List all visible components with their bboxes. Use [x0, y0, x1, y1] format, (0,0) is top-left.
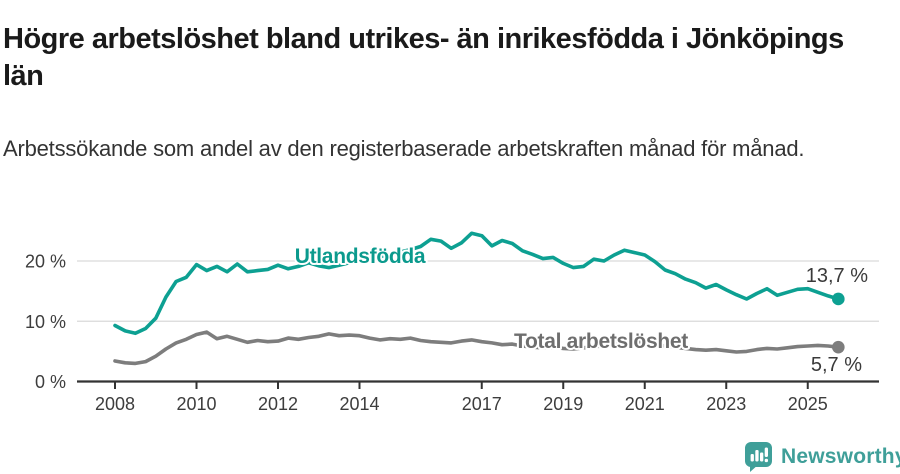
x-axis-tick-label: 2019 — [543, 394, 583, 414]
x-axis-tick-label: 2010 — [176, 394, 216, 414]
newsworthy-logo-text: Newsworthy — [781, 445, 900, 468]
series-line-total — [113, 330, 841, 366]
x-axis-tick-label: 2017 — [462, 394, 502, 414]
x-axis-tick-label: 2023 — [706, 394, 746, 414]
chart-subtitle: Arbetssökande som andel av den registerb… — [3, 136, 805, 161]
x-axis-tick-label: 2008 — [95, 394, 135, 414]
series-end-dot — [832, 292, 845, 306]
newsworthy-bubble-chart-icon — [745, 442, 772, 472]
series-end-dot — [832, 340, 845, 354]
series-end-value-label: 5,7 % — [811, 354, 862, 376]
x-axis — [77, 380, 879, 389]
x-axis-tick-label: 2012 — [258, 394, 298, 414]
series-inline-label: Total arbetslöshet — [514, 330, 688, 353]
chart-labels: 0 % 10 % 20 % 2008 2010 2012 2014 2017 2019 2021 2… — [25, 243, 868, 414]
y-axis-tick-label: 0 % — [35, 372, 66, 392]
gridlines — [77, 260, 879, 322]
x-axis-tick-label: 2014 — [339, 394, 379, 414]
series-lines — [113, 231, 845, 366]
newsworthy-logo[interactable]: Newsworthy — [744, 441, 900, 473]
line-chart: 0 % 10 % 20 % 2008 2010 2012 2014 2017 2019 2021 2… — [25, 231, 879, 414]
x-axis-tick-label: 2021 — [625, 394, 665, 414]
x-axis-tick-label: 2025 — [788, 394, 828, 414]
series-inline-label: Utlandsfödda — [295, 245, 426, 268]
y-axis-tick-label: 10 % — [25, 312, 66, 332]
page-title: Högre arbetslöshet bland utrikes- än inr… — [3, 23, 844, 93]
series-end-value-label: 13,7 % — [806, 265, 868, 287]
y-axis-tick-label: 20 % — [25, 252, 66, 272]
series-line-utlandsfodda — [113, 231, 841, 336]
